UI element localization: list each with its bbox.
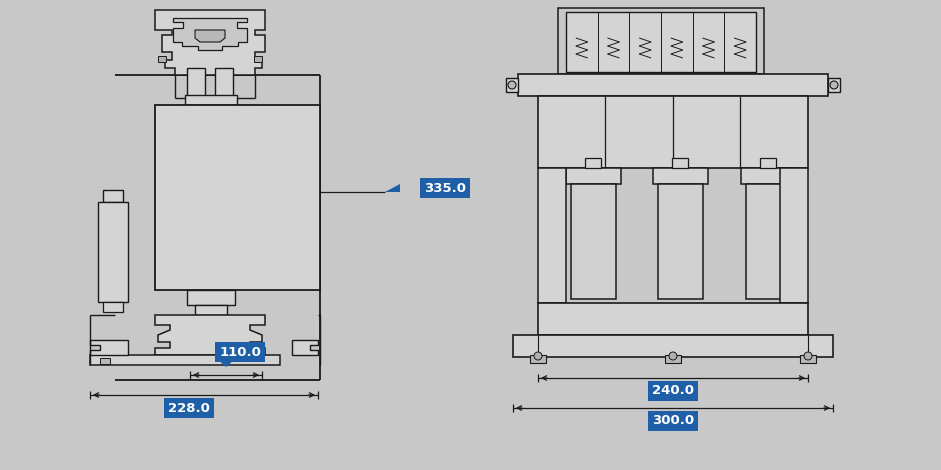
Bar: [538, 96, 808, 168]
Text: 240.0: 240.0: [652, 384, 694, 398]
Bar: [760, 158, 776, 168]
Text: 335.0: 335.0: [424, 181, 466, 195]
Circle shape: [701, 17, 715, 31]
Polygon shape: [385, 184, 400, 192]
Bar: [800, 355, 816, 363]
Bar: [741, 168, 796, 184]
Circle shape: [669, 352, 677, 360]
Polygon shape: [218, 360, 234, 367]
Bar: [506, 78, 518, 92]
Circle shape: [607, 17, 620, 31]
Polygon shape: [292, 340, 318, 355]
Text: 300.0: 300.0: [652, 415, 694, 428]
Circle shape: [804, 352, 812, 360]
Bar: [254, 56, 262, 62]
Bar: [155, 105, 320, 290]
Bar: [828, 78, 840, 92]
Circle shape: [830, 81, 838, 89]
Circle shape: [638, 17, 652, 31]
Bar: [195, 305, 227, 315]
Bar: [158, 56, 166, 62]
Bar: [185, 95, 237, 105]
Bar: [672, 158, 688, 168]
Bar: [665, 355, 681, 363]
Bar: [566, 168, 621, 184]
Bar: [100, 358, 110, 364]
Polygon shape: [155, 315, 265, 355]
Text: 110.0: 110.0: [219, 345, 261, 359]
Bar: [538, 168, 566, 303]
Circle shape: [534, 352, 542, 360]
Polygon shape: [173, 18, 247, 50]
Bar: [103, 302, 123, 312]
Bar: [530, 355, 546, 363]
Bar: [585, 158, 601, 168]
Polygon shape: [90, 340, 128, 355]
Bar: [98, 202, 128, 302]
Polygon shape: [195, 30, 225, 42]
Bar: [558, 8, 764, 74]
Bar: [187, 290, 235, 305]
Bar: [658, 184, 703, 299]
Circle shape: [733, 17, 747, 31]
Polygon shape: [155, 10, 265, 75]
Text: 228.0: 228.0: [168, 401, 210, 415]
Circle shape: [508, 81, 516, 89]
Bar: [215, 68, 233, 98]
Bar: [513, 335, 833, 357]
Bar: [571, 184, 616, 299]
Bar: [187, 68, 205, 98]
Bar: [746, 184, 791, 299]
Bar: [90, 355, 280, 365]
Bar: [780, 168, 808, 303]
Bar: [518, 74, 828, 96]
Bar: [653, 168, 708, 184]
Circle shape: [670, 17, 684, 31]
Circle shape: [575, 17, 589, 31]
Bar: [566, 12, 756, 72]
Bar: [538, 303, 808, 335]
Bar: [103, 190, 123, 202]
